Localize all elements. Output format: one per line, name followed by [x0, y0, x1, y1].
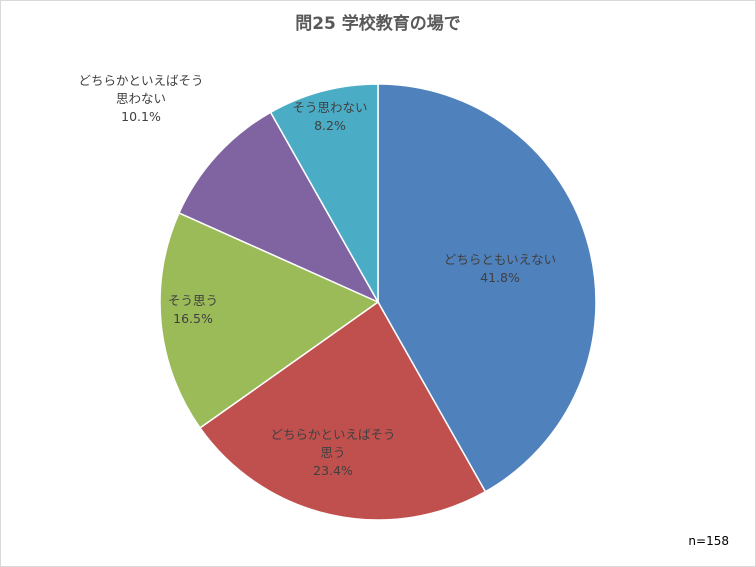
pie-slice-0 [377, 83, 597, 493]
pie-labels: どちらともいえない 41.8%どちらかといえばそう思う 23.4%そう思う 16.5%… [78, 73, 556, 478]
slice-category-3-line-1: 思わない [116, 91, 166, 106]
slice-label-4: そう思わない 8.2% [292, 100, 367, 133]
pie-slices [159, 83, 597, 521]
pie-slice-4 [269, 83, 379, 303]
slice-percent-3: 10.1% [121, 109, 161, 124]
pie-slice-2 [159, 212, 379, 429]
slice-category-0-line-0: どちらともいえない [444, 252, 556, 267]
slice-percent-4: 8.2% [314, 118, 346, 133]
slice-percent-0: 41.8% [480, 270, 520, 285]
chart-title: 問25 学校教育の場で [295, 14, 461, 34]
slice-category-1-line-0: どちらかといえばそう [270, 427, 395, 442]
pie-slice-1 [199, 301, 487, 521]
slice-category-3-line-0: どちらかといえばそう [78, 73, 203, 88]
slice-category-4-line-0: そう思わない [292, 100, 367, 115]
slice-percent-2: 16.5% [173, 311, 213, 326]
slice-label-0: どちらともいえない 41.8% [444, 252, 556, 285]
slice-percent-1: 23.4% [313, 463, 353, 478]
slice-label-2: そう思う 16.5% [168, 293, 218, 326]
slice-label-1: どちらかといえばそう思う 23.4% [270, 427, 395, 478]
sample-size-note: n=158 [688, 534, 729, 548]
slice-category-2-line-0: そう思う [168, 293, 218, 308]
pie-slice-3 [178, 111, 379, 303]
slice-label-3: どちらかといえばそう思わない 10.1% [78, 73, 203, 124]
slice-category-1-line-1: 思う [320, 445, 345, 460]
